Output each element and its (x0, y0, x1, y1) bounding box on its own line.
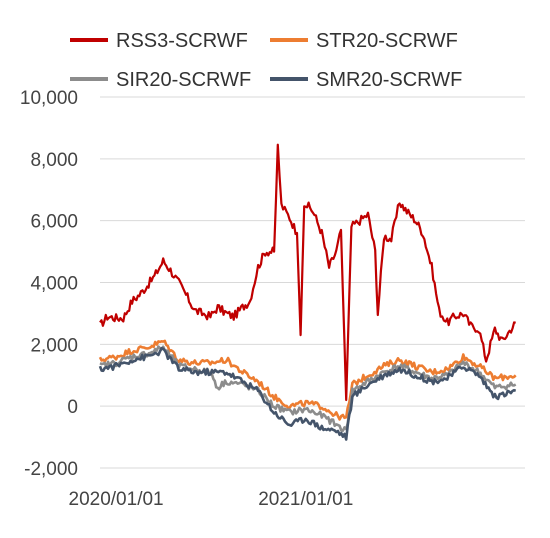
series-line-sir20-scrwf (99, 345, 517, 432)
legend-label: STR20-SCRWF (316, 30, 458, 52)
gridlines (100, 96, 525, 469)
legend: RSS3-SCRWF STR20-SCRWF SIR20-SCRWF SMR20-SC… (70, 30, 462, 91)
y-tick-label: 6,000 (30, 212, 78, 233)
y-tick-label: 2,000 (30, 335, 78, 356)
series-line-str20-scrwf (98, 339, 517, 421)
x-tick-label: 2020/01/01 (69, 489, 164, 510)
legend-label: SIR20-SCRWF (116, 69, 251, 91)
y-tick-label: 0 (67, 397, 78, 418)
series-lines (98, 143, 517, 441)
x-axis-ticks: 2020/01/01 2021/01/01 (69, 489, 354, 510)
y-tick-label: 10,000 (20, 88, 78, 109)
legend-label: SMR20-SCRWF (316, 69, 462, 91)
legend-label: RSS3-SCRWF (116, 30, 248, 52)
series-line-rss3-scrwf (99, 143, 516, 402)
y-tick-label: 4,000 (30, 274, 78, 295)
y-tick-label: 8,000 (30, 150, 78, 171)
x-tick-label: 2021/01/01 (258, 489, 353, 510)
y-tick-label: -2,000 (24, 459, 78, 480)
y-axis-ticks: -2,000 0 2,000 4,000 6,000 8,000 10,000 (20, 88, 78, 480)
series-line-smr20-scrwf (98, 346, 517, 441)
